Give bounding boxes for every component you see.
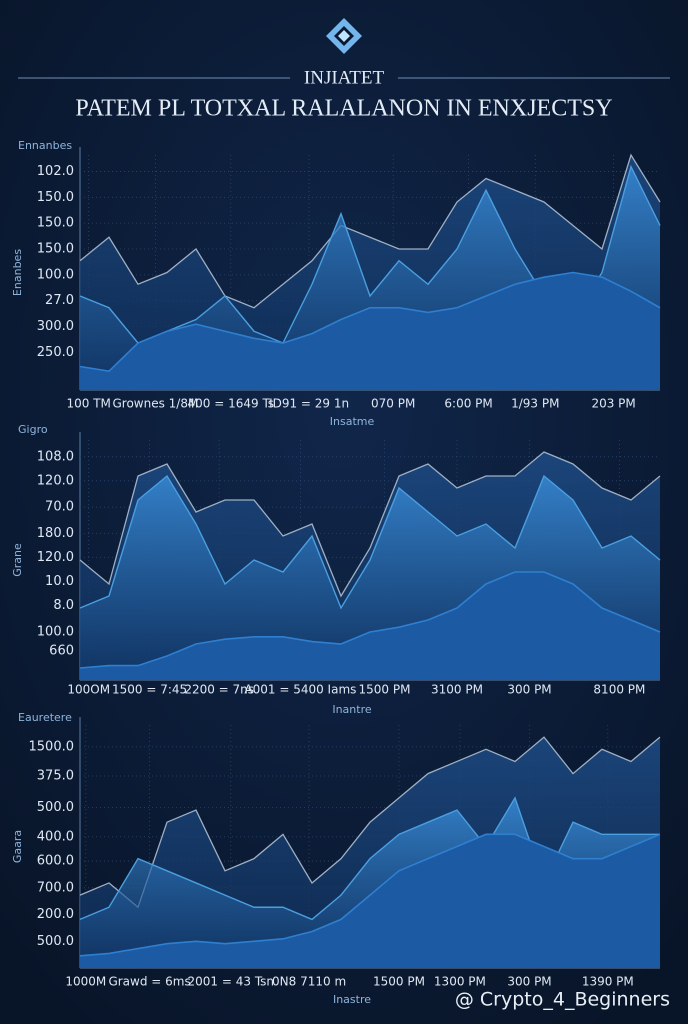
brand: INJIATET [304,67,385,88]
y-tick-label: 200.0 [37,907,74,922]
x-tick-label: 1500 PM [359,683,411,697]
x-tick-label: 0N8 7110 m [272,975,346,989]
y-tick-label: 108.0 [37,449,74,464]
x-tick-label: 100OM [67,683,110,697]
x-tick-label: 070 PM [371,397,415,411]
x-tick-label: 1390 PM [582,975,634,989]
y-tick-label: 27.0 [45,293,74,308]
y-tick-label: 600.0 [37,854,74,869]
y-tick-label: 8.0 [53,598,74,613]
y-tick-label: 120.0 [37,473,74,488]
x-tick-label: 1500 PM [373,975,425,989]
x-tick-label: 1300 PM [434,975,486,989]
y-tick-label: 102.0 [37,164,74,179]
x-axis-title: Inantre [332,703,372,716]
y-tick-label: 300.0 [37,319,74,334]
y-axis-title: Grane [11,543,24,577]
y-tick-label: 150.0 [37,242,74,257]
title: PATEM PL TOTXAL RALALANON IN ENXJECTSY [75,96,612,122]
x-tick-label: 300 PM [507,975,551,989]
series-line [79,451,661,598]
y-axis-title: Gaara [11,830,24,863]
y-tick-label: 500.0 [37,800,74,815]
y-tick-label: 120.0 [37,550,74,565]
panel-label: Gigro [18,423,48,436]
y-tick-label: 100.0 [37,625,74,640]
y-tick-label: 70.0 [45,500,74,515]
x-tick-label: 300 PM [507,683,551,697]
panel-label: Ennanbes [18,139,72,152]
x-tick-label: 100 TM [66,397,110,411]
y-tick-label: 1500.0 [29,739,75,754]
x-axis-title: Insatme [330,415,375,428]
series-area [80,272,660,390]
y-tick-label: 700.0 [37,880,74,895]
x-tick-label: 1000M [65,975,106,989]
series-area [80,834,660,968]
x-tick-label: A001 = 5400 Iams [244,683,356,697]
y-tick-label: 150.0 [37,190,74,205]
x-tick-label: 6:00 PM [444,397,492,411]
y-axis-title: Enanbes [11,249,24,296]
x-tick-label: 8100 PM [593,683,645,697]
watermark: @ Crypto_4_Beginners [455,989,670,1011]
y-tick-label: 375.0 [37,769,74,784]
y-tick-label: 100.0 [37,267,74,282]
y-tick-label: 500.0 [37,934,74,949]
y-tick-label: 660 [49,644,74,659]
x-tick-label: 2200 = 7ns [184,683,254,697]
x-tick-label: 400 = 1649 Ts [188,397,275,411]
series-line [79,271,661,373]
y-tick-label: 10.0 [45,574,74,589]
x-tick-label: Grownes 1/8M [112,397,198,411]
y-tick-label: 250.0 [37,345,74,360]
y-tick-label: 150.0 [37,216,74,231]
x-tick-label: 203 PM [591,397,635,411]
series-line [79,474,661,610]
y-tick-label: 400.0 [37,829,74,844]
x-tick-label: Grawd = 6ms [108,975,190,989]
series-line [79,153,661,309]
x-tick-label: 1500 = 7:45 [112,683,187,697]
series-line [79,833,661,957]
series-line [79,796,660,921]
series-area [80,572,660,680]
panel-label: Eauretere [18,711,72,724]
logo [326,18,362,54]
x-tick-label: ID91 = 29 1n [269,397,349,411]
y-tick-label: 180.0 [37,526,74,541]
series-line [79,736,661,909]
x-tick-label: 3100 PM [431,683,483,697]
x-axis-title: Inastre [333,993,371,1006]
series-line [79,571,661,669]
x-tick-label: 2001 = 43 Tsn [188,975,275,989]
x-tick-label: 1/93 PM [511,397,559,411]
